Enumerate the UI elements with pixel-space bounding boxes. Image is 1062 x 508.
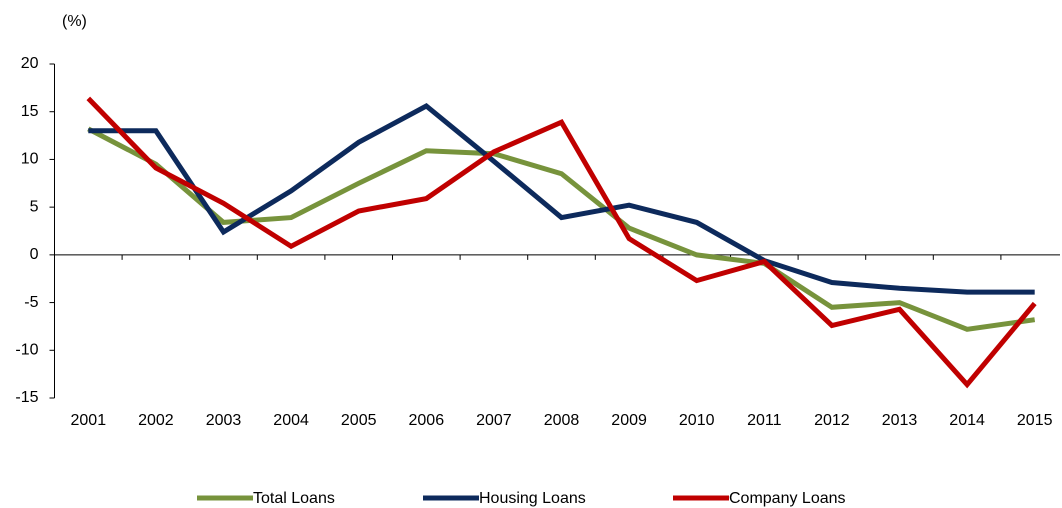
y-tick-label: -15 — [15, 389, 38, 406]
y-tick-label: 0 — [30, 246, 39, 263]
y-tick-label: 20 — [21, 55, 39, 72]
x-tick-label: 2011 — [747, 412, 782, 429]
x-tick-label: 2005 — [341, 412, 377, 429]
x-tick-label: 2006 — [409, 412, 445, 429]
x-tick-label: 2013 — [882, 412, 918, 429]
y-unit-label: (%) — [62, 13, 87, 30]
x-tick-label: 2001 — [71, 412, 107, 429]
x-tick-label: 2009 — [611, 412, 647, 429]
x-tick-label: 2008 — [544, 412, 580, 429]
y-tick-label: -5 — [24, 294, 38, 311]
series-line — [88, 103, 1035, 295]
x-tick-label: 2010 — [679, 412, 715, 429]
legend-label: Housing Loans — [479, 490, 586, 507]
x-tick-label: 2004 — [273, 412, 309, 429]
x-tick-label: 2014 — [949, 412, 985, 429]
x-tick-label: 2003 — [206, 412, 242, 429]
y-tick-label: 5 — [30, 198, 39, 215]
y-tick-label: 15 — [21, 103, 39, 120]
x-tick-label: 2007 — [476, 412, 512, 429]
legend-label: Total Loans — [253, 490, 335, 507]
legend-label: Company Loans — [729, 490, 846, 507]
x-tick-label: 2015 — [1017, 412, 1053, 429]
series-line — [86, 96, 1037, 389]
y-tick-label: 10 — [21, 151, 39, 168]
y-tick-label: -10 — [15, 342, 38, 359]
x-tick-label: 2002 — [138, 412, 174, 429]
x-tick-label: 2012 — [814, 412, 850, 429]
